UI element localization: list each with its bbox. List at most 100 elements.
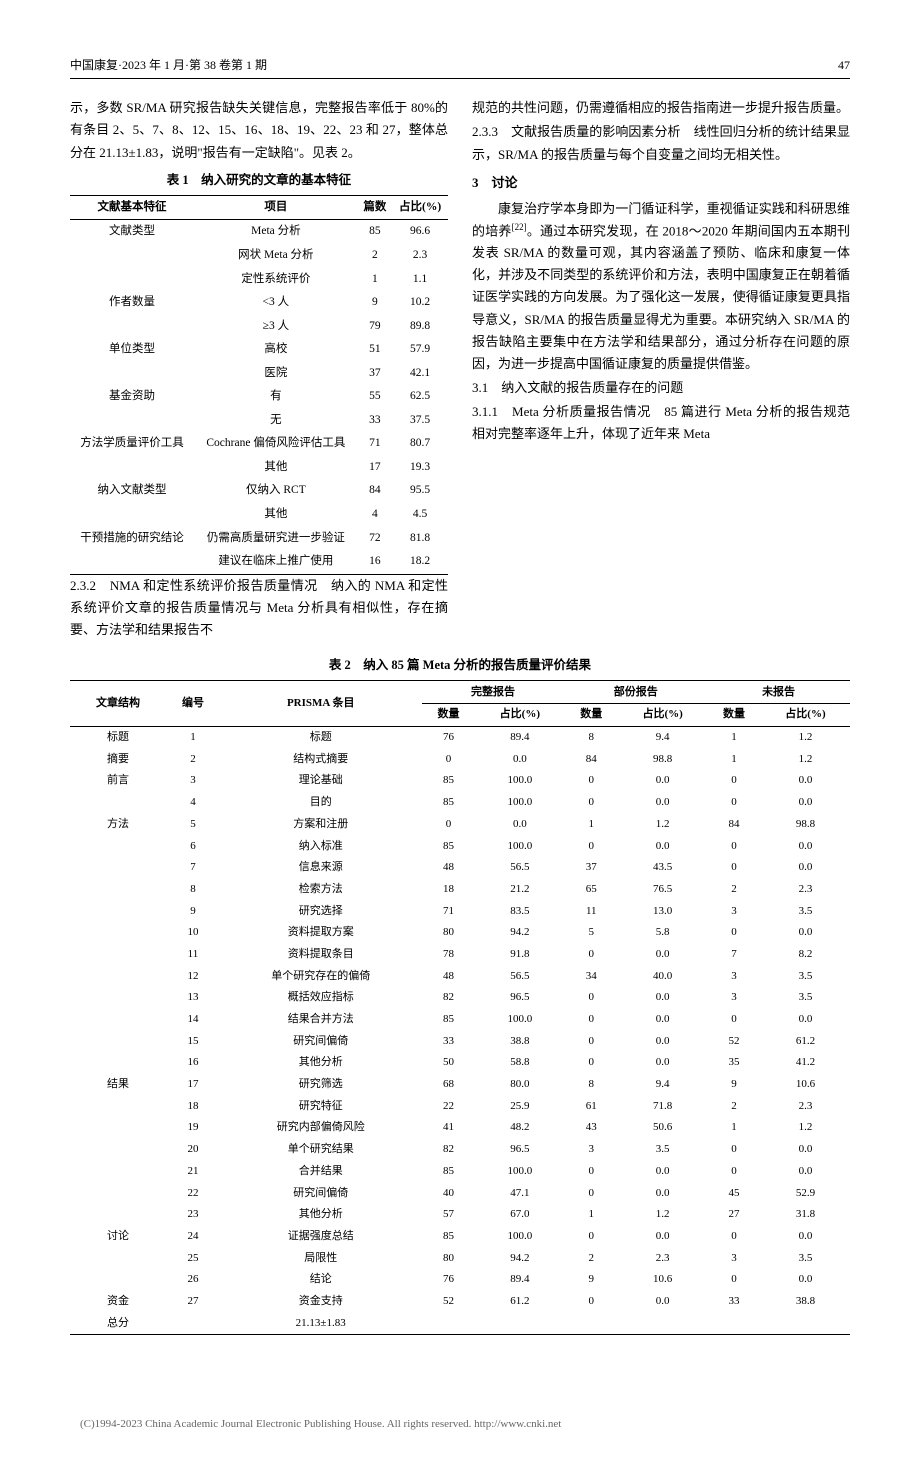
table-cell: 71.8: [618, 1095, 707, 1117]
table-row: 11资料提取条目7891.800.078.2: [70, 943, 850, 965]
table-cell: 7: [166, 857, 220, 879]
right-p3-b: 。通过本研究发现，在 2018～2020 年期间国内五本期刊发表 SR/MA 的…: [472, 223, 850, 371]
table-cell: 100.0: [475, 835, 564, 857]
table-cell: 其他: [194, 456, 358, 480]
table-cell: 80.0: [475, 1074, 564, 1096]
table1: 文献基本特征 项目 篇数 占比(%) 文献类型Meta 分析8596.6网状 M…: [70, 195, 448, 575]
table-cell: 15: [166, 1030, 220, 1052]
table-cell: 0.0: [618, 1290, 707, 1312]
table-cell: [475, 1312, 564, 1334]
left-p2-prefix: 2.3.2 NMA 和定性系统评价报告质量情况: [70, 578, 318, 593]
t2-h-num: 编号: [166, 681, 220, 726]
table-cell: 单个研究结果: [220, 1139, 422, 1161]
table-cell: 82: [422, 1139, 476, 1161]
right-p1: 规范的共性问题，仍需遵循相应的报告指南进一步提升报告质量。: [472, 97, 850, 119]
table-row: 摘要2结构式摘要00.08498.811.2: [70, 748, 850, 770]
table-cell: 76.5: [618, 878, 707, 900]
table-cell: 57.9: [392, 338, 448, 362]
table-cell: 1: [707, 1117, 761, 1139]
table-cell: 51: [358, 338, 393, 362]
table-cell: Cochrane 偏倚风险评估工具: [194, 432, 358, 456]
table-cell: 0: [564, 1290, 618, 1312]
table-cell: 0.0: [761, 1160, 850, 1182]
table-cell: 84: [358, 479, 393, 503]
table-cell: 6: [166, 835, 220, 857]
table-cell: [70, 409, 194, 433]
table-cell: 0: [564, 1030, 618, 1052]
table-cell: 55: [358, 385, 393, 409]
table-cell: 仍需高质量研究进一步验证: [194, 527, 358, 551]
table-row: 结果17研究筛选6880.089.4910.6: [70, 1074, 850, 1096]
table-cell: 基金资助: [70, 385, 194, 409]
table-cell: 标题: [220, 726, 422, 748]
table-cell: 85: [422, 770, 476, 792]
table-cell: [70, 268, 194, 292]
table-cell: 0: [564, 792, 618, 814]
table-cell: 结果: [70, 1074, 166, 1096]
table-cell: 37: [358, 362, 393, 386]
table-cell: 资料提取方案: [220, 922, 422, 944]
table-cell: [70, 922, 166, 944]
table-cell: 医院: [194, 362, 358, 386]
table-cell: 10.2: [392, 291, 448, 315]
table-cell: 13.0: [618, 900, 707, 922]
table-cell: 0.0: [618, 1052, 707, 1074]
table-cell: 干预措施的研究结论: [70, 527, 194, 551]
table-row: 总分21.13±1.83: [70, 1312, 850, 1334]
table-cell: 43.5: [618, 857, 707, 879]
table-cell: 18.2: [392, 550, 448, 574]
table-cell: 1: [166, 726, 220, 748]
table-cell: 98.8: [761, 813, 850, 835]
t2-h-partial: 部份报告: [564, 681, 707, 704]
table-cell: 96.6: [392, 220, 448, 244]
table-row: 12单个研究存在的偏倚4856.53440.033.5: [70, 965, 850, 987]
table-cell: 局限性: [220, 1247, 422, 1269]
t2-s1: 占比(%): [475, 703, 564, 726]
table-cell: 71: [422, 900, 476, 922]
table-cell: 3.5: [761, 987, 850, 1009]
table-cell: 0: [707, 857, 761, 879]
table-cell: 2: [707, 1095, 761, 1117]
table-cell: 0: [707, 1225, 761, 1247]
table-cell: 0: [422, 748, 476, 770]
table-cell: [70, 1117, 166, 1139]
table-row: 15研究间偏倚3338.800.05261.2: [70, 1030, 850, 1052]
table-cell: 0.0: [475, 748, 564, 770]
table-cell: 17: [358, 456, 393, 480]
table-cell: 68: [422, 1074, 476, 1096]
right-p5-prefix: 3.1.1 Meta 分析质量报告情况: [472, 404, 651, 419]
table-cell: 48: [422, 857, 476, 879]
table-row: 7信息来源4856.53743.500.0: [70, 857, 850, 879]
left-p2: 2.3.2 NMA 和定性系统评价报告质量情况 纳入的 NMA 和定性系统评价文…: [70, 575, 448, 641]
table-cell: 3.5: [761, 1247, 850, 1269]
header-left: 中国康复·2023 年 1 月·第 38 卷第 1 期: [70, 55, 267, 75]
table-cell: 21: [166, 1160, 220, 1182]
table-cell: 0.0: [618, 943, 707, 965]
table-cell: 0.0: [761, 792, 850, 814]
table-cell: 61.2: [475, 1290, 564, 1312]
table-cell: 8.2: [761, 943, 850, 965]
page-header: 中国康复·2023 年 1 月·第 38 卷第 1 期 47: [70, 55, 850, 79]
table-row: 4目的85100.000.000.0: [70, 792, 850, 814]
table-cell: 0.0: [761, 835, 850, 857]
table-cell: 38.8: [475, 1030, 564, 1052]
table-cell: 19.3: [392, 456, 448, 480]
table-cell: 27: [707, 1204, 761, 1226]
table-cell: 1: [564, 813, 618, 835]
table-cell: 0: [422, 813, 476, 835]
table-cell: 5.8: [618, 922, 707, 944]
table-cell: 78: [422, 943, 476, 965]
table-cell: 结构式摘要: [220, 748, 422, 770]
table-cell: 目的: [220, 792, 422, 814]
table-cell: 72: [358, 527, 393, 551]
table-cell: 61: [564, 1095, 618, 1117]
table-cell: 21.13±1.83: [220, 1312, 422, 1334]
t1-h1: 项目: [194, 195, 358, 220]
table-cell: 96.5: [475, 987, 564, 1009]
table-row: 21合并结果85100.000.000.0: [70, 1160, 850, 1182]
table-row: 方法学质量评价工具Cochrane 偏倚风险评估工具7180.7: [70, 432, 448, 456]
table-cell: 0.0: [618, 1225, 707, 1247]
table-cell: [70, 1160, 166, 1182]
table-cell: 0: [564, 987, 618, 1009]
table-cell: 其他分析: [220, 1052, 422, 1074]
